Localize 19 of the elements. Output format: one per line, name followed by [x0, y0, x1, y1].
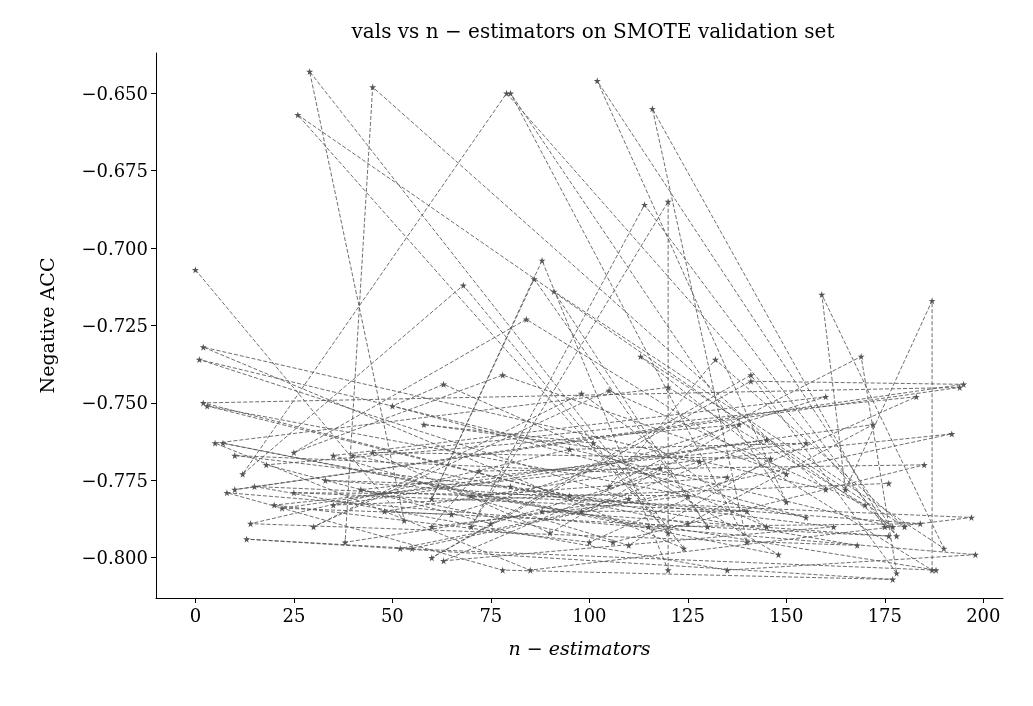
y-axis-title: Negative ACC — [35, 257, 58, 394]
x-tick-label: 175 — [867, 604, 902, 626]
y-tick-label: −0.775 — [81, 469, 148, 491]
x-tick-label: 50 — [380, 604, 404, 626]
x-tick-label: 200 — [966, 604, 1001, 626]
y-tick-label: −0.750 — [81, 392, 148, 414]
y-tick-label: −0.675 — [81, 160, 148, 182]
x-tick-label: 100 — [572, 604, 607, 626]
x-tick-label: 25 — [282, 604, 306, 626]
y-tick-label: −0.650 — [81, 82, 148, 104]
y-tick-label: −0.800 — [81, 547, 148, 569]
chart-title: vals vs n − estimators on SMOTE validation set — [350, 19, 835, 43]
x-tick-label: 75 — [479, 604, 503, 626]
x-tick-label: 125 — [670, 604, 706, 626]
x-tick-label: 0 — [189, 604, 202, 626]
x-axis-title: n − estimators — [508, 636, 651, 659]
y-tick-label: −0.700 — [81, 237, 148, 259]
y-tick-label: −0.725 — [81, 315, 148, 336]
x-tick-label: 150 — [769, 604, 804, 626]
